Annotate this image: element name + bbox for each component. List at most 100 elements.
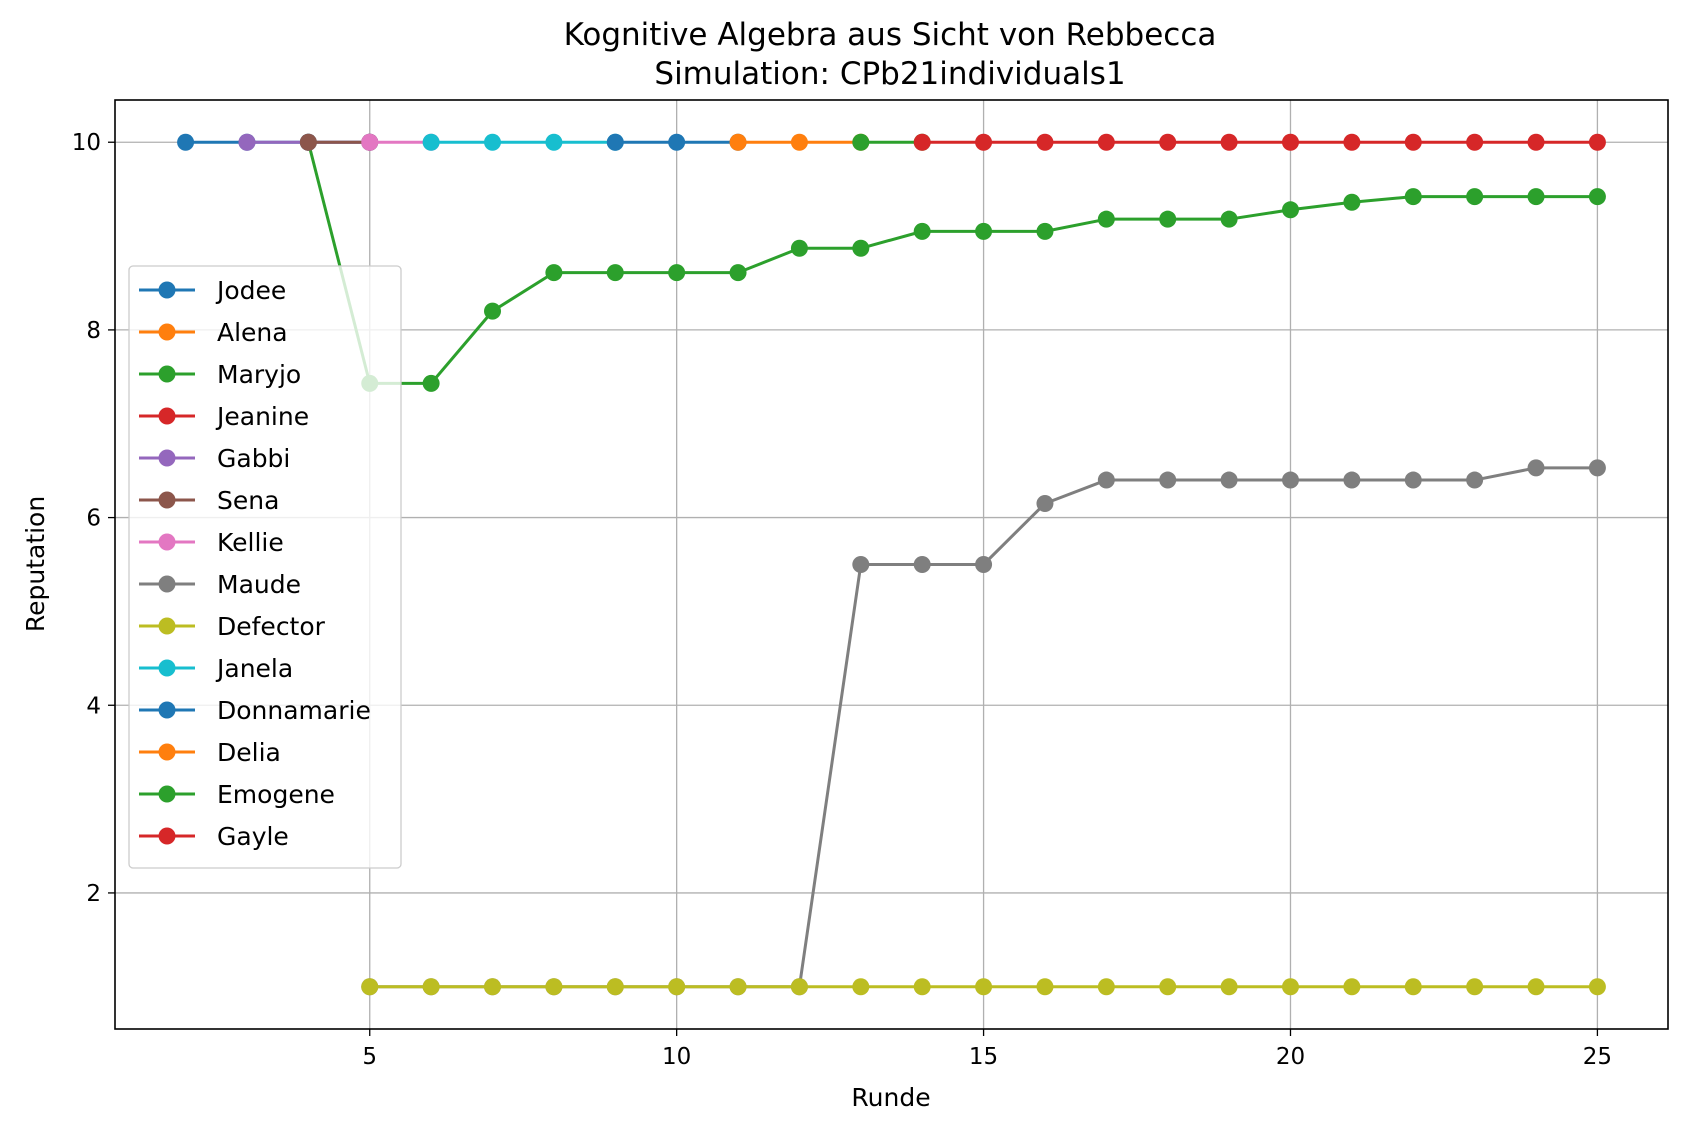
data-point <box>1097 978 1115 996</box>
data-point <box>606 133 624 151</box>
data-point <box>729 133 747 151</box>
y-tick-label: 6 <box>86 506 101 532</box>
legend-label: Jeanine <box>215 402 309 431</box>
legend-label: Defector <box>217 612 326 641</box>
data-point <box>913 556 931 573</box>
data-point <box>1466 133 1484 151</box>
legend-entry: Gabbi <box>139 444 290 473</box>
data-point <box>913 133 931 151</box>
data-point <box>1466 188 1484 206</box>
data-point <box>913 978 931 996</box>
legend-swatch-marker <box>158 449 176 467</box>
data-point <box>975 222 993 240</box>
data-point <box>852 133 870 151</box>
legend-entry: Gayle <box>139 822 289 851</box>
data-point <box>1036 133 1054 151</box>
data-point <box>1220 471 1238 489</box>
legend: Jodee Alena Maryjo Jeanine Gabbi Sena Kellie Ma… <box>128 265 402 869</box>
legend-swatch-marker <box>158 659 176 677</box>
legend-entry: Maryjo <box>139 360 301 389</box>
legend-swatch-marker <box>158 365 176 383</box>
data-point <box>361 133 379 151</box>
data-point <box>1404 133 1422 151</box>
data-point <box>1097 210 1115 228</box>
data-point <box>1220 978 1238 996</box>
data-point <box>606 264 624 282</box>
legend-swatch-marker <box>158 827 176 845</box>
chart-subtitle: Simulation: CPb21individuals1 <box>654 56 1125 92</box>
data-point <box>1404 978 1422 996</box>
y-tick-label: 10 <box>72 130 101 156</box>
data-point <box>729 264 747 282</box>
legend-label: Gayle <box>217 822 289 851</box>
data-point <box>1343 193 1361 211</box>
data-point <box>1588 459 1606 477</box>
data-point <box>1220 133 1238 151</box>
data-point <box>545 133 563 151</box>
data-point <box>484 302 502 320</box>
legend-swatch-marker <box>158 491 176 509</box>
legend-swatch-marker <box>158 323 176 341</box>
y-tick-label: 4 <box>86 693 101 719</box>
legend-entry: Alena <box>139 318 288 347</box>
data-point <box>177 133 195 151</box>
legend-entry: Donnamarie <box>139 696 371 725</box>
legend-label: Alena <box>217 318 288 347</box>
data-point <box>361 978 379 996</box>
x-axis-label: Runde <box>851 1083 930 1112</box>
data-point <box>1588 978 1606 996</box>
data-point <box>1527 459 1545 477</box>
x-tick-label: 20 <box>1276 1044 1305 1070</box>
data-point <box>1159 978 1177 996</box>
data-point <box>422 133 440 151</box>
plot-frame <box>114 99 1669 1030</box>
y-tick-label: 8 <box>86 318 101 344</box>
legend-swatch-marker <box>158 575 176 593</box>
legend-entry: Sena <box>139 486 279 515</box>
legend-swatch-marker <box>158 743 176 761</box>
series-donnamarie <box>606 133 747 151</box>
legend-entry: Jodee <box>139 276 286 305</box>
legend-label: Gabbi <box>217 444 290 473</box>
data-point <box>1159 133 1177 151</box>
x-tick-label: 25 <box>1583 1044 1612 1070</box>
legend-entry: Emogene <box>139 780 335 809</box>
data-point <box>1281 201 1299 219</box>
data-point <box>852 556 870 573</box>
data-point <box>1159 210 1177 228</box>
data-point <box>1036 978 1054 996</box>
data-point <box>975 133 993 151</box>
data-point <box>1527 133 1545 151</box>
data-point <box>1404 188 1422 206</box>
legend-label: Maryjo <box>217 360 301 389</box>
data-point <box>1527 188 1545 206</box>
series-line <box>306 141 1598 385</box>
legend-entry: Jeanine <box>139 402 309 431</box>
data-point <box>1097 471 1115 489</box>
legend-entry: Delia <box>139 738 281 767</box>
legend-entry: Kellie <box>139 528 284 557</box>
series-janela <box>422 133 624 151</box>
legend-swatch-marker <box>158 701 176 719</box>
data-point <box>1281 133 1299 151</box>
series-delia <box>729 133 870 151</box>
legend-label: Maude <box>217 570 301 599</box>
legend-swatch-marker <box>158 407 176 425</box>
data-point <box>668 264 686 282</box>
data-point <box>545 264 563 282</box>
series-defector <box>361 978 1606 996</box>
data-point <box>729 978 747 996</box>
data-point <box>1588 188 1606 206</box>
series-maryjo <box>299 133 1606 392</box>
legend-swatch-marker <box>158 533 176 551</box>
data-point <box>790 978 808 996</box>
x-tick-label: 10 <box>662 1044 691 1070</box>
data-point <box>1588 133 1606 151</box>
data-point <box>1281 471 1299 489</box>
data-point <box>1343 978 1361 996</box>
data-point <box>790 239 808 257</box>
axis-ticks: 5 10 15 20 25 2 4 6 8 10 <box>72 130 1612 1070</box>
legend-swatch-marker <box>158 617 176 635</box>
y-tick-label: 2 <box>86 881 101 907</box>
legend-label: Kellie <box>217 528 284 557</box>
